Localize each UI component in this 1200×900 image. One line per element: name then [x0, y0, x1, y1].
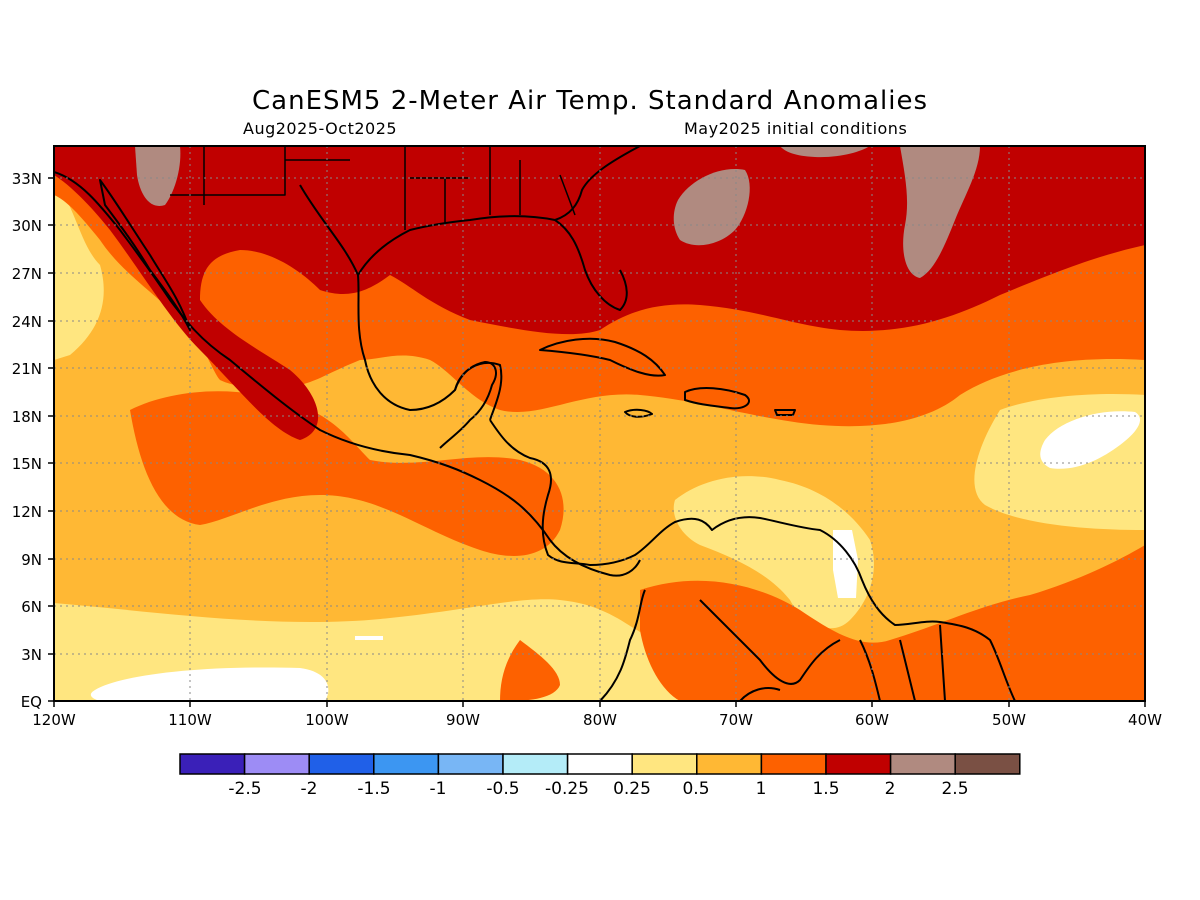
colorbar-label: 0.5 [682, 779, 709, 799]
colorbar-swatch [437, 753, 504, 775]
fill-level-2-25 [900, 146, 980, 278]
lon-label: 100W [305, 711, 349, 729]
fill-level-below-025 [1040, 411, 1140, 469]
colorbar-swatch [243, 753, 310, 775]
lat-label: 6N [21, 598, 42, 616]
coastlines [54, 146, 1016, 701]
lat-label: 30N [12, 217, 42, 235]
fill-level-1-15 [640, 545, 1145, 701]
lon-label: 70W [719, 711, 753, 729]
lat-label: 27N [12, 265, 42, 283]
colorbar-swatch [566, 753, 633, 775]
fill-level-1-15 [130, 391, 564, 556]
lon-label: 60W [855, 711, 889, 729]
colorbar [179, 753, 1021, 775]
forecast-period: Aug2025-Oct2025 [243, 119, 398, 138]
baja-coastline [99, 179, 191, 331]
axis-ticks [48, 177, 1146, 707]
fill-level-below-025 [833, 530, 858, 598]
lat-label: 15N [12, 455, 42, 473]
cuba-coastline [539, 337, 666, 377]
colorbar-swatch [954, 753, 1021, 775]
colorbar-swatch [179, 753, 246, 775]
colorbar-label: 1.5 [812, 779, 839, 799]
colorbar-swatch [373, 753, 440, 775]
lat-label: EQ [21, 693, 42, 711]
florida-coastline [554, 146, 641, 221]
colorbar-label: 2.5 [941, 779, 968, 799]
lat-label: 24N [12, 313, 42, 331]
fill-level-below-025 [90, 667, 329, 701]
longitude-labels: 120W 110W 100W 90W 80W 70W 60W 50W 40W [32, 711, 1162, 729]
lon-label: 80W [583, 711, 617, 729]
lon-label: 120W [32, 711, 76, 729]
colorbar-label: 0.25 [613, 779, 651, 799]
map-grid [54, 146, 1145, 701]
colorbar-swatch [760, 753, 827, 775]
south-america-borders [599, 589, 946, 701]
lon-label: 90W [446, 711, 480, 729]
hispaniola-coastline [684, 387, 750, 410]
yucatan-coastline [454, 362, 503, 421]
lat-label: 9N [21, 551, 42, 569]
colorbar-swatch [825, 753, 892, 775]
lon-label: 50W [992, 711, 1026, 729]
pacific-coastline [54, 171, 641, 577]
colorbar-label: 1 [756, 779, 767, 799]
colorbar-label: -0.25 [545, 779, 589, 799]
colorbar-labels: -2.5 -2 -1.5 -1 -0.5 -0.25 0.25 0.5 1 1.… [228, 779, 968, 799]
gulf-coastline [299, 184, 497, 449]
lat-label: 21N [12, 360, 42, 378]
colorbar-label: -1 [430, 779, 447, 799]
fill-level-below-025 [355, 636, 383, 640]
fill-level-2-25 [673, 169, 750, 246]
colorbar-swatch [696, 753, 763, 775]
us-gulf-coastline [357, 215, 628, 311]
initial-conditions: May2025 initial conditions [684, 119, 908, 138]
colorbar-swatch [502, 753, 569, 775]
lat-label: 3N [21, 646, 42, 664]
fill-level-025-05 [673, 476, 874, 629]
lat-label: 33N [12, 170, 42, 188]
fill-level-2-25 [135, 146, 181, 206]
colorbar-label: -2 [301, 779, 318, 799]
colorbar-label: -0.5 [486, 779, 519, 799]
colorbar-swatch [631, 753, 698, 775]
colorbar-swatch [889, 753, 956, 775]
fill-level-1-15 [500, 640, 560, 701]
fill-level-2-25 [780, 146, 870, 158]
lon-label: 110W [168, 711, 212, 729]
colorbar-label: -2.5 [228, 779, 261, 799]
colorbar-label: 2 [885, 779, 896, 799]
colorbar-label: -1.5 [357, 779, 390, 799]
map-title: CanESM5 2-Meter Air Temp. Standard Anoma… [252, 86, 928, 116]
lat-label: 12N [12, 503, 42, 521]
latitude-labels: EQ 3N 6N 9N 12N 15N 18N 21N 24N 27N 30N … [12, 170, 42, 711]
puerto-rico-coastline [774, 409, 796, 416]
caribbean-coastline-central-america [489, 419, 1016, 701]
lon-label: 40W [1128, 711, 1162, 729]
colorbar-swatch [308, 753, 375, 775]
lat-label: 18N [12, 408, 42, 426]
